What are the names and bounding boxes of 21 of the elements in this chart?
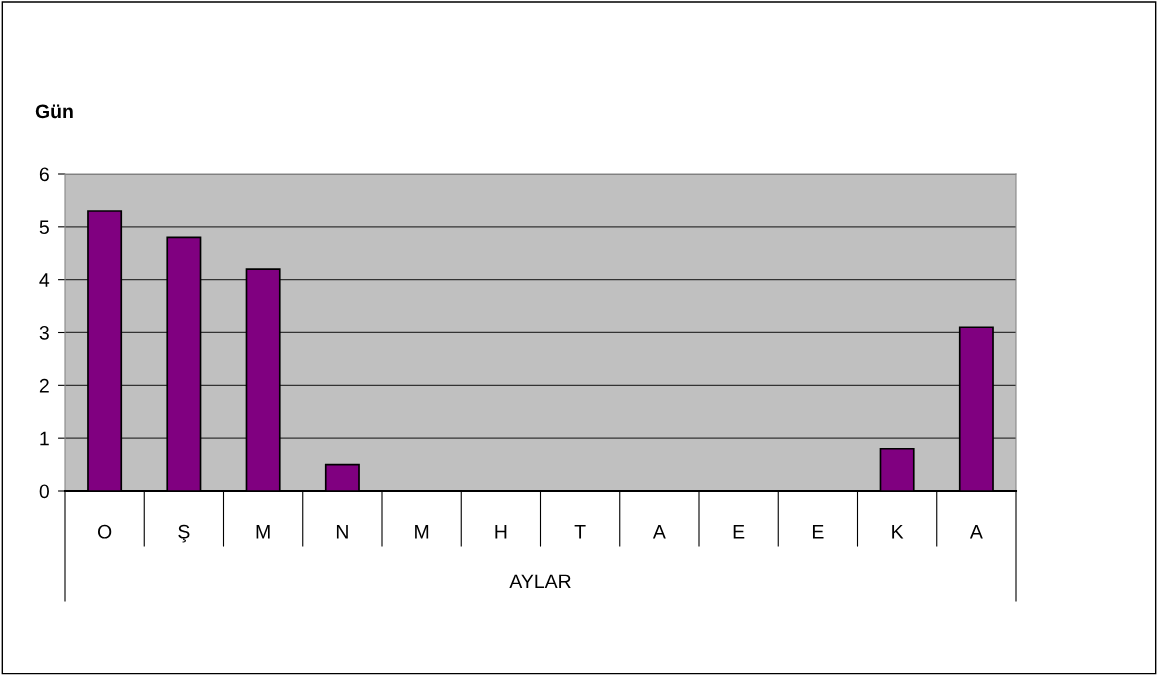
x-tick-label: N [336, 525, 348, 539]
x-tick-label: M [415, 525, 429, 539]
y-tick-label: 5 [39, 220, 49, 235]
x-axis-title: AYLAR [509, 574, 571, 589]
x-tick-label: E [733, 525, 745, 539]
x-tick-label: M [256, 525, 270, 539]
y-tick-label: 3 [39, 325, 49, 340]
x-tick-label: E [812, 525, 824, 539]
x-tick-label: T [574, 525, 586, 539]
y-tick-label: 0 [39, 484, 49, 499]
x-tick-label: A [969, 525, 983, 539]
y-tick-label: 4 [39, 273, 50, 287]
x-tick-label: K [892, 525, 904, 539]
x-tick-label: Ş [178, 524, 190, 543]
y-axis-title: Gün [35, 104, 73, 119]
x-tick-label: O [97, 524, 112, 539]
y-tick-label: 6 [39, 167, 49, 182]
x-tick-label: H [495, 525, 507, 539]
x-tick-label: A [652, 525, 666, 539]
y-tick-label: 2 [39, 378, 49, 393]
y-tick-label: 1 [40, 431, 49, 446]
